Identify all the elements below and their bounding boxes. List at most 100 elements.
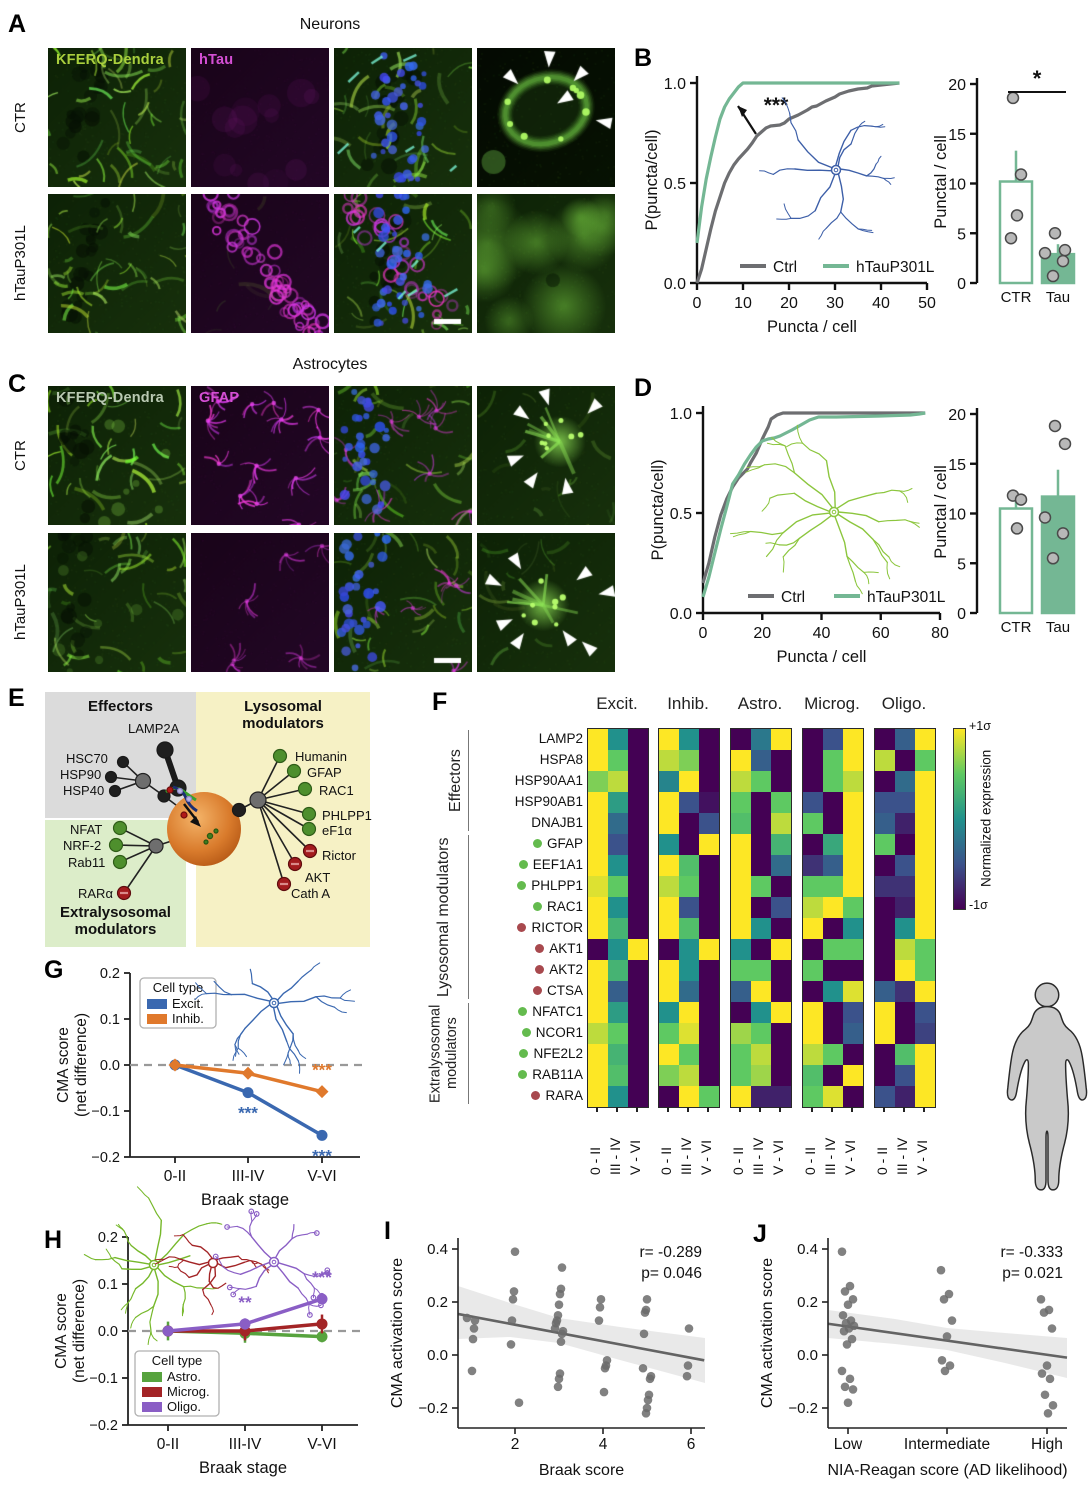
heatmap-cell	[803, 918, 823, 939]
heatmap-cell	[659, 834, 679, 855]
heatmap-cell	[843, 855, 863, 876]
heatmap-cell	[588, 960, 608, 981]
item-hsp40: HSP40	[63, 783, 105, 798]
heatmap-cell	[731, 1002, 751, 1023]
heatmap-cell	[608, 918, 628, 939]
svg-text:10: 10	[948, 177, 966, 194]
svg-text:4: 4	[599, 1436, 608, 1453]
gene-label: NFATC1	[474, 1001, 583, 1022]
heatmap-cell	[628, 960, 648, 981]
micrograph-mgA	[334, 386, 472, 525]
svg-text:20: 20	[948, 77, 966, 94]
svg-text:P(puncta/cell): P(puncta/cell)	[643, 130, 661, 231]
svg-text:0-II: 0-II	[157, 1436, 179, 1453]
heatmap-cell	[659, 750, 679, 771]
heatmap-cell	[659, 876, 679, 897]
heatmap-cell	[771, 813, 791, 834]
colorbar-max: +1σ	[969, 719, 991, 733]
channel-label-kferq-dendra: KFERQ-Dendra	[56, 52, 164, 68]
heatmap-cell	[731, 939, 751, 960]
heatmap-cell	[875, 834, 895, 855]
heatmap-cell	[628, 750, 648, 771]
heatmap-cell	[895, 729, 915, 750]
heatmap-cell	[771, 750, 791, 771]
heatmap-cell	[843, 960, 863, 981]
heatmap-cell	[895, 1002, 915, 1023]
item-hsc70: HSC70	[66, 751, 108, 766]
svg-text:5: 5	[957, 556, 966, 573]
heatmap-cell	[895, 1086, 915, 1107]
heatmap-cell	[699, 876, 719, 897]
heatmap-cell	[628, 1044, 648, 1065]
heatmap-cell	[699, 981, 719, 1002]
human-silhouette-icon	[1006, 982, 1088, 1191]
heatmap-cell	[588, 1023, 608, 1044]
heatmap-cell	[679, 771, 699, 792]
panel-b-label: B	[634, 44, 653, 72]
item-rictor: Rictor	[322, 848, 356, 863]
heatmap-cell	[823, 960, 843, 981]
heatmap-cell	[895, 1023, 915, 1044]
item-phlpp1: PHLPP1	[322, 808, 372, 823]
heatmap-cell	[875, 750, 895, 771]
svg-text:50: 50	[918, 295, 936, 312]
positive-modulator-dot	[532, 839, 542, 848]
gene-label: PHLPP1	[474, 875, 583, 896]
heatmap-cell	[751, 855, 771, 876]
heatmap-cell	[628, 792, 648, 813]
svg-text:V-VI: V-VI	[307, 1436, 336, 1453]
svg-text:p= 0.046: p= 0.046	[641, 1265, 702, 1282]
panel-f-label: F	[432, 688, 448, 716]
heatmap-cell	[751, 813, 771, 834]
svg-text:0.0: 0.0	[427, 1347, 448, 1364]
gene-label: HSPA8	[539, 752, 583, 767]
heatmap-cell	[608, 855, 628, 876]
heatmap-cell	[771, 771, 791, 792]
heatmap-cell	[875, 897, 895, 918]
heatmap-cell	[679, 918, 699, 939]
heatmap-cell	[628, 729, 648, 750]
heatmap-cell	[731, 771, 751, 792]
heatmap-cell	[751, 792, 771, 813]
svg-text:15: 15	[948, 457, 966, 474]
svg-text:0: 0	[693, 295, 702, 312]
heatmap-cell	[803, 834, 823, 855]
micrograph-zAst	[477, 533, 615, 672]
micrograph-gN	[48, 48, 186, 187]
heatmap-cell	[628, 1086, 648, 1107]
heatmap-cell	[608, 1002, 628, 1023]
gene-label: RAB11A	[474, 1064, 583, 1085]
heatmap-cell	[803, 1002, 823, 1023]
stage-label: V - VI	[627, 1139, 643, 1175]
heatmap-cell	[731, 1065, 751, 1086]
heatmap-cell	[915, 897, 935, 918]
heatmap-cell	[843, 1044, 863, 1065]
heatmap-col-header: Excit.	[596, 694, 638, 713]
panel-e-label: E	[8, 684, 25, 712]
svg-text:III-IV: III-IV	[232, 1168, 265, 1185]
heatmap-cell	[803, 1044, 823, 1065]
heatmap-cell	[875, 729, 895, 750]
heatmap-cell	[679, 876, 699, 897]
svg-text:CMA score: CMA score	[55, 1027, 72, 1103]
svg-text:0: 0	[957, 606, 966, 623]
heatmap-cell	[823, 1023, 843, 1044]
heatmap-col-header: Inhib.	[667, 694, 709, 713]
heatmap-cell	[608, 1023, 628, 1044]
item-catha: Cath A	[291, 886, 331, 901]
positive-modulator-dot	[518, 860, 528, 869]
heatmap-cell	[731, 750, 751, 771]
svg-text:20: 20	[753, 625, 771, 642]
heatmap-cell	[803, 729, 823, 750]
heatmap-cell	[588, 876, 608, 897]
svg-text:0.0: 0.0	[670, 606, 692, 623]
heatmap-cell	[843, 876, 863, 897]
heatmap-cell	[875, 1065, 895, 1086]
heatmap-cell	[679, 1065, 699, 1086]
svg-text:40: 40	[813, 625, 831, 642]
item-akt: AKT	[305, 870, 331, 885]
svg-text:Low: Low	[834, 1436, 863, 1453]
svg-text:0.0: 0.0	[664, 276, 686, 293]
heatmap-cell	[588, 897, 608, 918]
heatmap-cell	[659, 1023, 679, 1044]
